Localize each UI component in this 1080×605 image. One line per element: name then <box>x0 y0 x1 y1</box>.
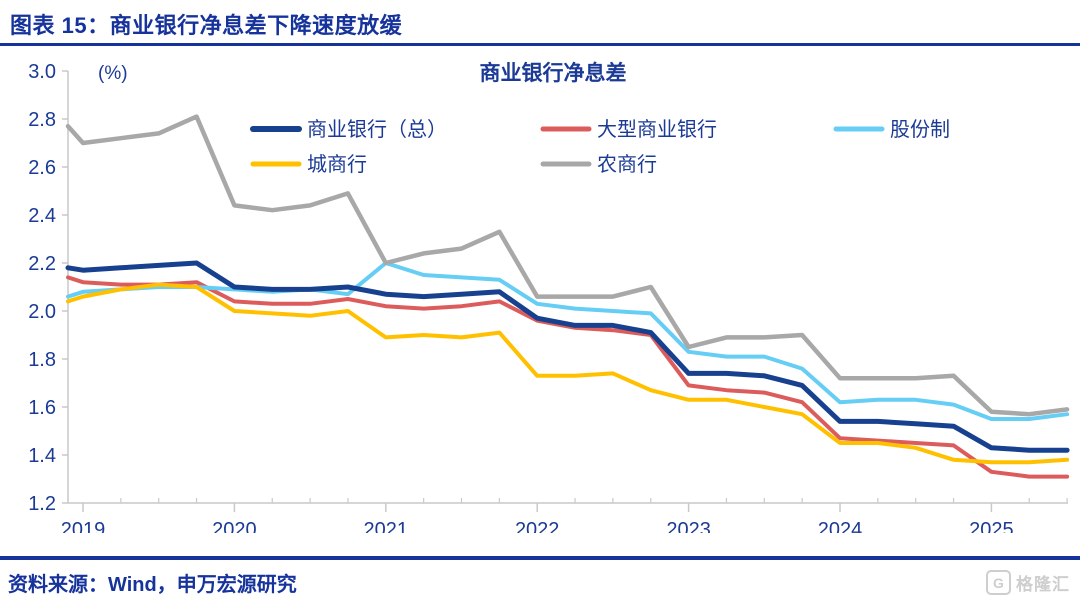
series-line-3 <box>66 261 1070 421</box>
y-axis-tick-label: 2.4 <box>28 205 56 227</box>
x-axis-year-label: 2023 <box>666 519 711 533</box>
x-axis-year-label: 2024 <box>818 519 863 533</box>
x-axis-year-label: 2025 <box>969 519 1014 533</box>
legend-label: 农商行 <box>597 153 657 176</box>
x-axis-year-label: 2021 <box>364 519 409 533</box>
series-line-1 <box>65 260 1070 453</box>
chart-title: 商业银行净息差 <box>480 61 627 85</box>
figure-title: 图表 15：商业银行净息差下降速度放缓 <box>10 13 403 38</box>
legend-label: 股份制 <box>890 118 950 141</box>
x-axis-year-label: 2022 <box>515 519 560 533</box>
y-axis-tick-label: 1.8 <box>28 349 56 371</box>
series-line-5 <box>65 114 1070 417</box>
legend-label: 商业银行（总） <box>307 118 447 141</box>
nim-line-chart: 1.2 1.4 1.6 1.8 2.0 2.2 2.4 2.6 2.8 3.0 2019 2020 20… <box>0 58 1080 541</box>
x-axis-year-label: 2020 <box>212 519 257 533</box>
y-axis-tick-label: 2.8 <box>28 109 56 131</box>
gelonghui-watermark: G 格隆汇 <box>986 570 1070 595</box>
legend-label: 城商行 <box>307 153 367 176</box>
y-axis-tick-label: 1.4 <box>28 445 56 467</box>
y-axis-tick-label: 1.6 <box>28 397 56 419</box>
x-axis-year-label: 2019 <box>61 519 106 533</box>
y-axis-unit-label: (%) <box>98 63 128 84</box>
legend-label: 大型商业银行 <box>597 118 717 141</box>
chart-canvas: 1.2 1.4 1.6 1.8 2.0 2.2 2.4 2.6 2.8 3.0 2019 2020 20… <box>28 61 1070 541</box>
y-axis-tick-label: 1.2 <box>28 493 56 515</box>
gelonghui-logo-icon: G <box>986 570 1011 595</box>
header-divider <box>0 43 1080 46</box>
y-axis-tick-label: 2.6 <box>28 157 56 179</box>
y-axis-tick-label: 2.0 <box>28 301 56 323</box>
y-axis-tick-label: 3.0 <box>28 61 56 83</box>
footer-divider <box>0 556 1080 560</box>
y-axis-tick-label: 2.2 <box>28 253 56 275</box>
series-line-4 <box>66 282 1070 465</box>
gelonghui-logo-text: 格隆汇 <box>1016 575 1070 594</box>
source-note: 资料来源：Wind，申万宏源研究 <box>8 574 297 596</box>
